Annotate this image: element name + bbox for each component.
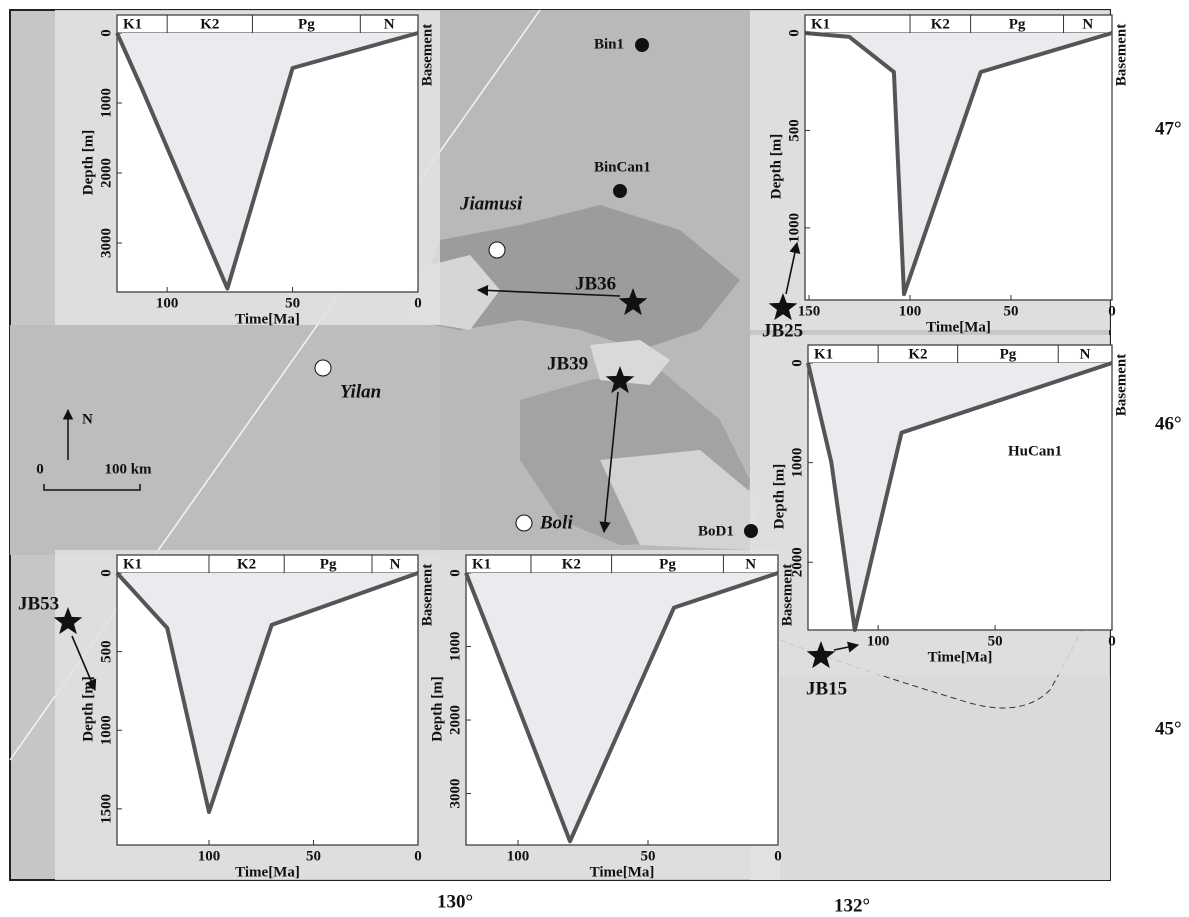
period-label: K2: [562, 556, 581, 572]
basement-label: Basement: [419, 564, 435, 627]
latitude-label: 47°: [1155, 118, 1182, 139]
figure: N 0 100 km Bin1 BinCan1 BoD1 Jiamusi Yil…: [0, 0, 1189, 917]
period-label: Pg: [298, 16, 315, 32]
place-label: Yilan: [340, 381, 381, 402]
period-label: K2: [908, 346, 927, 362]
basement-label: Basement: [779, 564, 795, 627]
y-tick-label: 500: [98, 640, 114, 663]
y-tick-label: 0: [786, 29, 802, 37]
y-axis-label: Depth [m]: [80, 676, 96, 741]
y-tick-label: 2000: [447, 705, 463, 735]
period-label: K1: [814, 346, 833, 362]
map-zone: [10, 325, 440, 555]
x-axis-label: Time[Ma]: [928, 649, 993, 665]
x-axis-label: Time[Ma]: [235, 311, 300, 327]
x-tick-label: 50: [988, 633, 1003, 649]
y-tick-label: 3000: [447, 779, 463, 809]
longitude-label: 132°: [834, 895, 870, 916]
y-tick-label: 1000: [789, 448, 805, 478]
latitude-label: 46°: [1155, 413, 1182, 434]
y-tick-label: 2000: [98, 158, 114, 188]
x-tick-label: 100: [867, 633, 890, 649]
x-tick-label: 150: [798, 303, 821, 319]
period-label: N: [1082, 16, 1093, 32]
x-tick-label: 100: [507, 848, 530, 864]
x-tick-label: 100: [899, 303, 922, 319]
y-tick-label: 1000: [98, 715, 114, 745]
x-tick-label: 0: [414, 848, 422, 864]
well-marker: [635, 38, 649, 52]
period-label: K1: [123, 556, 142, 572]
x-tick-label: 100: [198, 848, 221, 864]
x-tick-label: 50: [1004, 303, 1019, 319]
scale-label: 0: [36, 461, 44, 477]
station-label: JB15: [806, 678, 847, 699]
x-tick-label: 0: [1108, 633, 1116, 649]
y-axis-label: Depth [m]: [771, 464, 787, 529]
station-label: JB39: [547, 353, 588, 374]
longitude-label: 130°: [437, 891, 473, 912]
scale-label: 100 km: [104, 461, 152, 477]
x-tick-label: 0: [1108, 303, 1116, 319]
map-zone: [750, 675, 1110, 880]
city-marker: [315, 360, 331, 376]
period-label: Pg: [320, 556, 337, 572]
period-label: K1: [811, 16, 830, 32]
y-tick-label: 0: [447, 569, 463, 577]
period-label: N: [1080, 346, 1091, 362]
period-label: N: [745, 556, 756, 572]
latitude-label: 45°: [1155, 718, 1182, 739]
basement-label: Basement: [419, 24, 435, 87]
period-label: Pg: [659, 556, 676, 572]
well-label: BinCan1: [594, 159, 651, 175]
x-tick-label: 50: [285, 295, 300, 311]
period-label: K1: [472, 556, 491, 572]
x-axis-label: Time[Ma]: [926, 319, 991, 335]
basement-label: Basement: [1113, 24, 1129, 87]
station-label: JB36: [575, 273, 616, 294]
y-tick-label: 0: [98, 29, 114, 37]
north-label: N: [82, 411, 93, 427]
well-marker: [744, 524, 758, 538]
y-tick-label: 1000: [786, 213, 802, 243]
station-label: JB25: [762, 320, 803, 341]
well-name: HuCan1: [1008, 443, 1062, 459]
y-tick-label: 3000: [98, 228, 114, 258]
y-tick-label: 0: [789, 359, 805, 367]
y-axis-label: Depth [m]: [768, 134, 784, 199]
well-marker: [613, 184, 627, 198]
x-tick-label: 0: [414, 295, 422, 311]
y-tick-label: 500: [786, 119, 802, 142]
period-label: Pg: [1000, 346, 1017, 362]
well-label: Bin1: [594, 36, 624, 52]
x-axis-label: Time[Ma]: [590, 864, 655, 880]
period-label: K2: [237, 556, 256, 572]
basement-label: Basement: [1113, 354, 1129, 417]
station-label: JB53: [18, 593, 59, 614]
period-label: K2: [931, 16, 950, 32]
x-tick-label: 100: [156, 295, 179, 311]
y-tick-label: 0: [98, 569, 114, 577]
place-label: Boli: [539, 512, 573, 533]
period-label: Pg: [1009, 16, 1026, 32]
place-label: Jiamusi: [459, 193, 523, 214]
y-axis-label: Depth [m]: [80, 130, 96, 195]
y-tick-label: 1000: [98, 88, 114, 118]
x-axis-label: Time[Ma]: [235, 864, 300, 880]
y-tick-label: 1500: [98, 794, 114, 824]
y-tick-label: 1000: [447, 632, 463, 662]
city-marker: [516, 515, 532, 531]
city-marker: [489, 242, 505, 258]
period-label: N: [390, 556, 401, 572]
well-label: BoD1: [698, 523, 734, 539]
x-tick-label: 0: [774, 848, 782, 864]
x-tick-label: 50: [641, 848, 656, 864]
y-axis-label: Depth [m]: [429, 676, 445, 741]
period-label: K1: [123, 16, 142, 32]
period-label: K2: [200, 16, 219, 32]
x-tick-label: 50: [306, 848, 321, 864]
period-label: N: [384, 16, 395, 32]
